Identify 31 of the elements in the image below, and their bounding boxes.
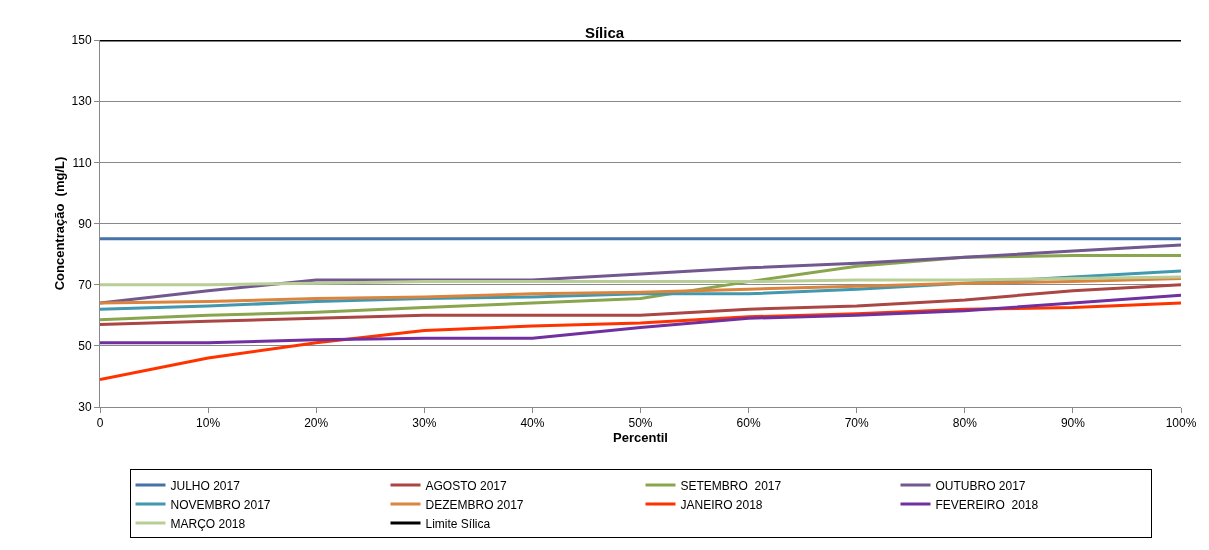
legend-label: AGOSTO 2017 [425, 478, 507, 493]
chart-title: Sílica [584, 24, 625, 41]
y-tick-label: 90 [78, 216, 92, 231]
x-tick-label: 30% [412, 416, 437, 431]
legend-label: JULHO 2017 [170, 478, 241, 493]
x-tick-label: 10% [196, 416, 221, 431]
y-tick-label: 70 [78, 277, 92, 292]
x-tick-label: 90% [1060, 416, 1086, 431]
legend-label: Limite Sílica [425, 516, 491, 531]
legend-label: FEVEREIRO 2018 [935, 497, 1039, 512]
x-tick-label: 50% [628, 416, 653, 431]
y-tick-label: 30 [78, 400, 92, 415]
x-tick-label: 0 [96, 416, 104, 431]
y-axis-title: Concentração (mg/L) [52, 156, 67, 291]
y-tick-label: 150 [71, 33, 92, 48]
legend-label: NOVEMBRO 2017 [170, 497, 271, 512]
x-tick-label: 20% [304, 416, 329, 431]
x-tick-label: 80% [952, 416, 978, 431]
y-tick-label: 50 [78, 339, 92, 354]
legend-label: SETEMBRO 2017 [680, 478, 782, 493]
y-tick-label: 110 [72, 155, 92, 170]
legend-label: OUTUBRO 2017 [935, 478, 1026, 493]
y-tick-label: 130 [71, 94, 92, 109]
legend-label: JANEIRO 2018 [680, 497, 763, 512]
x-tick-label: 100% [1165, 416, 1197, 431]
x-axis-title: Percentil [613, 430, 668, 446]
x-tick-label: 70% [844, 416, 870, 431]
x-tick-label: 40% [520, 416, 545, 431]
legend-label: DEZEMBRO 2017 [425, 497, 524, 512]
legend-label: MARÇO 2018 [170, 516, 246, 531]
x-tick-label: 60% [736, 416, 761, 431]
